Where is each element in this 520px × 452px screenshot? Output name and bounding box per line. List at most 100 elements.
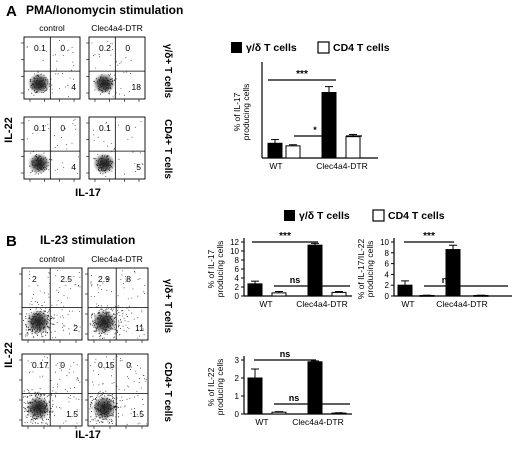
quadrant-value-upper-left: 0.1 — [34, 43, 46, 53]
bar-cd4-t-cells — [271, 411, 287, 415]
x-category-label: WT — [259, 299, 272, 309]
significance-label: *** — [423, 231, 435, 242]
panel-b-row-gd: γ/δ+ T cells — [162, 279, 173, 334]
y-tick-label: 4 — [235, 274, 240, 283]
cell-population-cluster — [27, 152, 51, 175]
flow-plot: 0.1 0 4 — [21, 36, 81, 102]
x-category-label: Clec4a4-DTR — [436, 299, 488, 309]
panel-b-col-control: control — [39, 254, 65, 264]
legend-gd-label: γ/δ T cells — [246, 42, 297, 54]
panel-b-col-dtr: Clec4a4-DTR — [91, 254, 143, 264]
quadrant-value-lower-right: 18 — [132, 82, 142, 92]
panel-a-x-axis-label: IL-17 — [75, 187, 101, 199]
y-axis-label: % of IL-17producing cells — [206, 241, 225, 298]
quadrant-value-upper-right: 0 — [60, 123, 65, 133]
quadrant-value-upper-left: 0.17 — [32, 360, 49, 370]
quadrant-value-lower-right: 5 — [136, 162, 141, 172]
y-axis-label-line: producing cells — [241, 84, 251, 141]
cell-events — [92, 121, 144, 177]
y-axis-label: % of IL-17/IL-22producing cells — [356, 238, 375, 299]
quadrant-value-upper-left: 2.9 — [98, 274, 110, 284]
panel-a-col-dtr: Clec4a4-DTR — [91, 23, 143, 33]
legend-b-gd-swatch — [284, 210, 295, 221]
quadrant-value-lower-right: 2 — [73, 323, 78, 333]
y-tick-label: 0 — [385, 292, 390, 301]
bar-cd4-t-cells — [271, 292, 287, 297]
significance-label: *** — [279, 231, 291, 242]
quadrant-value-upper-right: 0 — [125, 43, 130, 53]
bar-gd-t-cells — [397, 284, 413, 297]
quadrant-value-upper-right: 0 — [60, 360, 65, 370]
bar-gd-t-cells — [307, 361, 323, 415]
flow-plot: 0.1 0 5 — [86, 116, 146, 182]
panel-a-flow-plots: 0.1 0 4 0.2 0 18 0.1 0 4 0.1 0 5 — [21, 36, 146, 182]
quadrant-value-upper-left: 0.1 — [34, 123, 46, 133]
flow-plot: 2 2.52 — [19, 267, 83, 343]
y-tick-label: 1 — [235, 392, 240, 401]
y-tick-label: 4 — [385, 270, 390, 279]
bar-gd-t-cells — [445, 249, 461, 297]
flow-plot: 2.9 8 11 — [85, 267, 149, 343]
legend-b-gd-label: γ/δ T cells — [299, 210, 350, 222]
cell-events — [26, 119, 79, 175]
panel-a-y-axis-label: IL-22 — [3, 117, 15, 143]
y-tick-label: 10 — [380, 238, 389, 247]
panel-b-y-axis-label: IL-22 — [3, 342, 15, 368]
quadrant-value-upper-left: 0.1 — [99, 123, 111, 133]
y-tick-label: 0 — [235, 410, 240, 419]
y-tick-label: 3 — [235, 356, 240, 365]
y-axis-label-line: % of IL-22 — [206, 367, 216, 406]
bar-gd-t-cells — [321, 91, 337, 159]
quadrant-value-upper-left: 2 — [32, 274, 37, 284]
legend-cd4-swatch — [317, 41, 330, 54]
quadrant-value-upper-right: 0 — [125, 123, 130, 133]
significance-label: ns — [289, 393, 300, 403]
bar-cd4-t-cells — [331, 412, 347, 415]
bar-cd4-t-cells — [331, 291, 347, 297]
bar-gd-t-cells — [247, 283, 263, 297]
cell-events — [91, 41, 132, 98]
y-axis-label: % of IL-17producing cells — [232, 84, 251, 141]
x-category-label: WT — [269, 161, 282, 171]
panel-a-row-gd: γ/δ+ T cells — [162, 44, 173, 99]
flow-plot: 0.17 0 1.5 — [19, 353, 83, 429]
legend-b-cd4-label: CD4 T cells — [388, 210, 445, 222]
quadrant-value-upper-right: 0 — [60, 43, 65, 53]
quadrant-value-lower-right: 1.5 — [132, 409, 144, 419]
x-category-label: Clec4a4-DTR — [292, 417, 344, 427]
legend-gd-swatch — [231, 42, 242, 53]
y-axis-label-line: % of IL-17 — [232, 92, 242, 131]
quadrant-value-lower-right: 11 — [135, 323, 144, 333]
bar-gd-t-cells — [307, 244, 323, 297]
quadrant-value-upper-right: 2.5 — [60, 274, 72, 284]
panel-b-row-cd4: CD4+ T cells — [162, 362, 173, 422]
panel-b-x-axis-label: IL-17 — [75, 429, 101, 441]
chart-b-il22: % of IL-22producing cells 0 1 2 3 ns ns WT Clec4… — [206, 349, 352, 427]
bar-gd-t-cells — [247, 377, 263, 415]
panel-a-row-cd4: CD4+ T cells — [162, 119, 173, 179]
chart-a-il17: % of IL-17producing cells****WT Clec4a4-D… — [232, 62, 378, 171]
y-axis-label-line: producing cells — [365, 241, 375, 298]
panel-a-title: PMA/Ionomycin stimulation — [26, 3, 183, 17]
y-tick-label: 2 — [235, 374, 240, 383]
x-category-label: Clec4a4-DTR — [316, 161, 368, 171]
quadrant-value-upper-left: 0.15 — [98, 360, 115, 370]
y-axis-label: % of IL-22producing cells — [206, 359, 225, 416]
y-axis-label-line: % of IL-17 — [206, 249, 216, 288]
y-tick-label: 2 — [235, 283, 240, 292]
significance-label: ns — [280, 349, 291, 359]
y-axis-label-line: producing cells — [215, 359, 225, 416]
flow-plot: 0.1 0 4 — [21, 116, 81, 182]
quadrant-value-lower-right: 4 — [71, 162, 76, 172]
bar-cd4-t-cells — [473, 294, 489, 297]
bar-gd-t-cells — [267, 142, 283, 159]
panel-a-legend: γ/δ T cells CD4 T cells — [231, 41, 390, 54]
panel-b-title: IL-23 stimulation — [40, 233, 135, 247]
y-tick-label: 8 — [235, 256, 240, 265]
y-tick-label: 10 — [230, 247, 239, 256]
y-tick-label: 12 — [230, 238, 239, 247]
flow-plot: 0.15 0 1.5 — [85, 353, 149, 429]
